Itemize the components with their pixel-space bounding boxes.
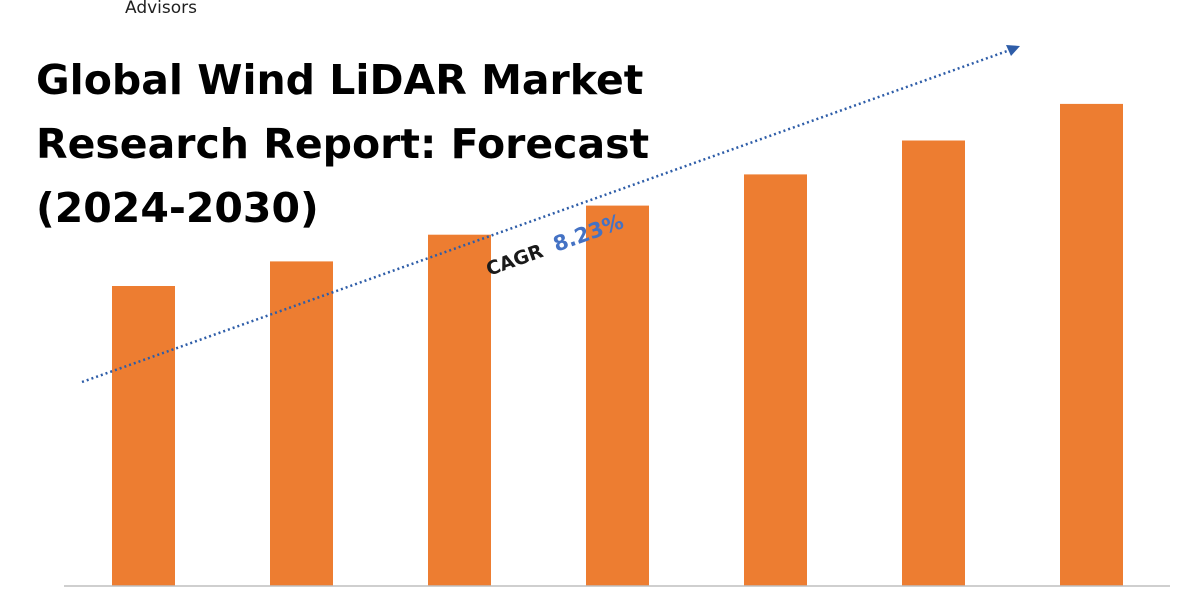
cagr-trend <box>81 45 1020 384</box>
bar-2030 <box>1060 103 1123 587</box>
bar-2029 <box>902 140 965 586</box>
bar-2028 <box>744 174 807 586</box>
chart-title: Global Wind LiDAR Market Research Report… <box>36 56 650 232</box>
cagr-label: CAGR <box>483 240 546 281</box>
brand-name: Advisors <box>125 0 198 18</box>
bar-2027 <box>586 205 649 586</box>
bar-2024 <box>112 286 175 586</box>
bars-group <box>112 103 1123 587</box>
bar-2025 <box>270 261 333 586</box>
bar-2026 <box>428 234 491 586</box>
trend-line <box>81 48 1011 384</box>
trend-arrowhead-icon <box>1006 45 1020 56</box>
